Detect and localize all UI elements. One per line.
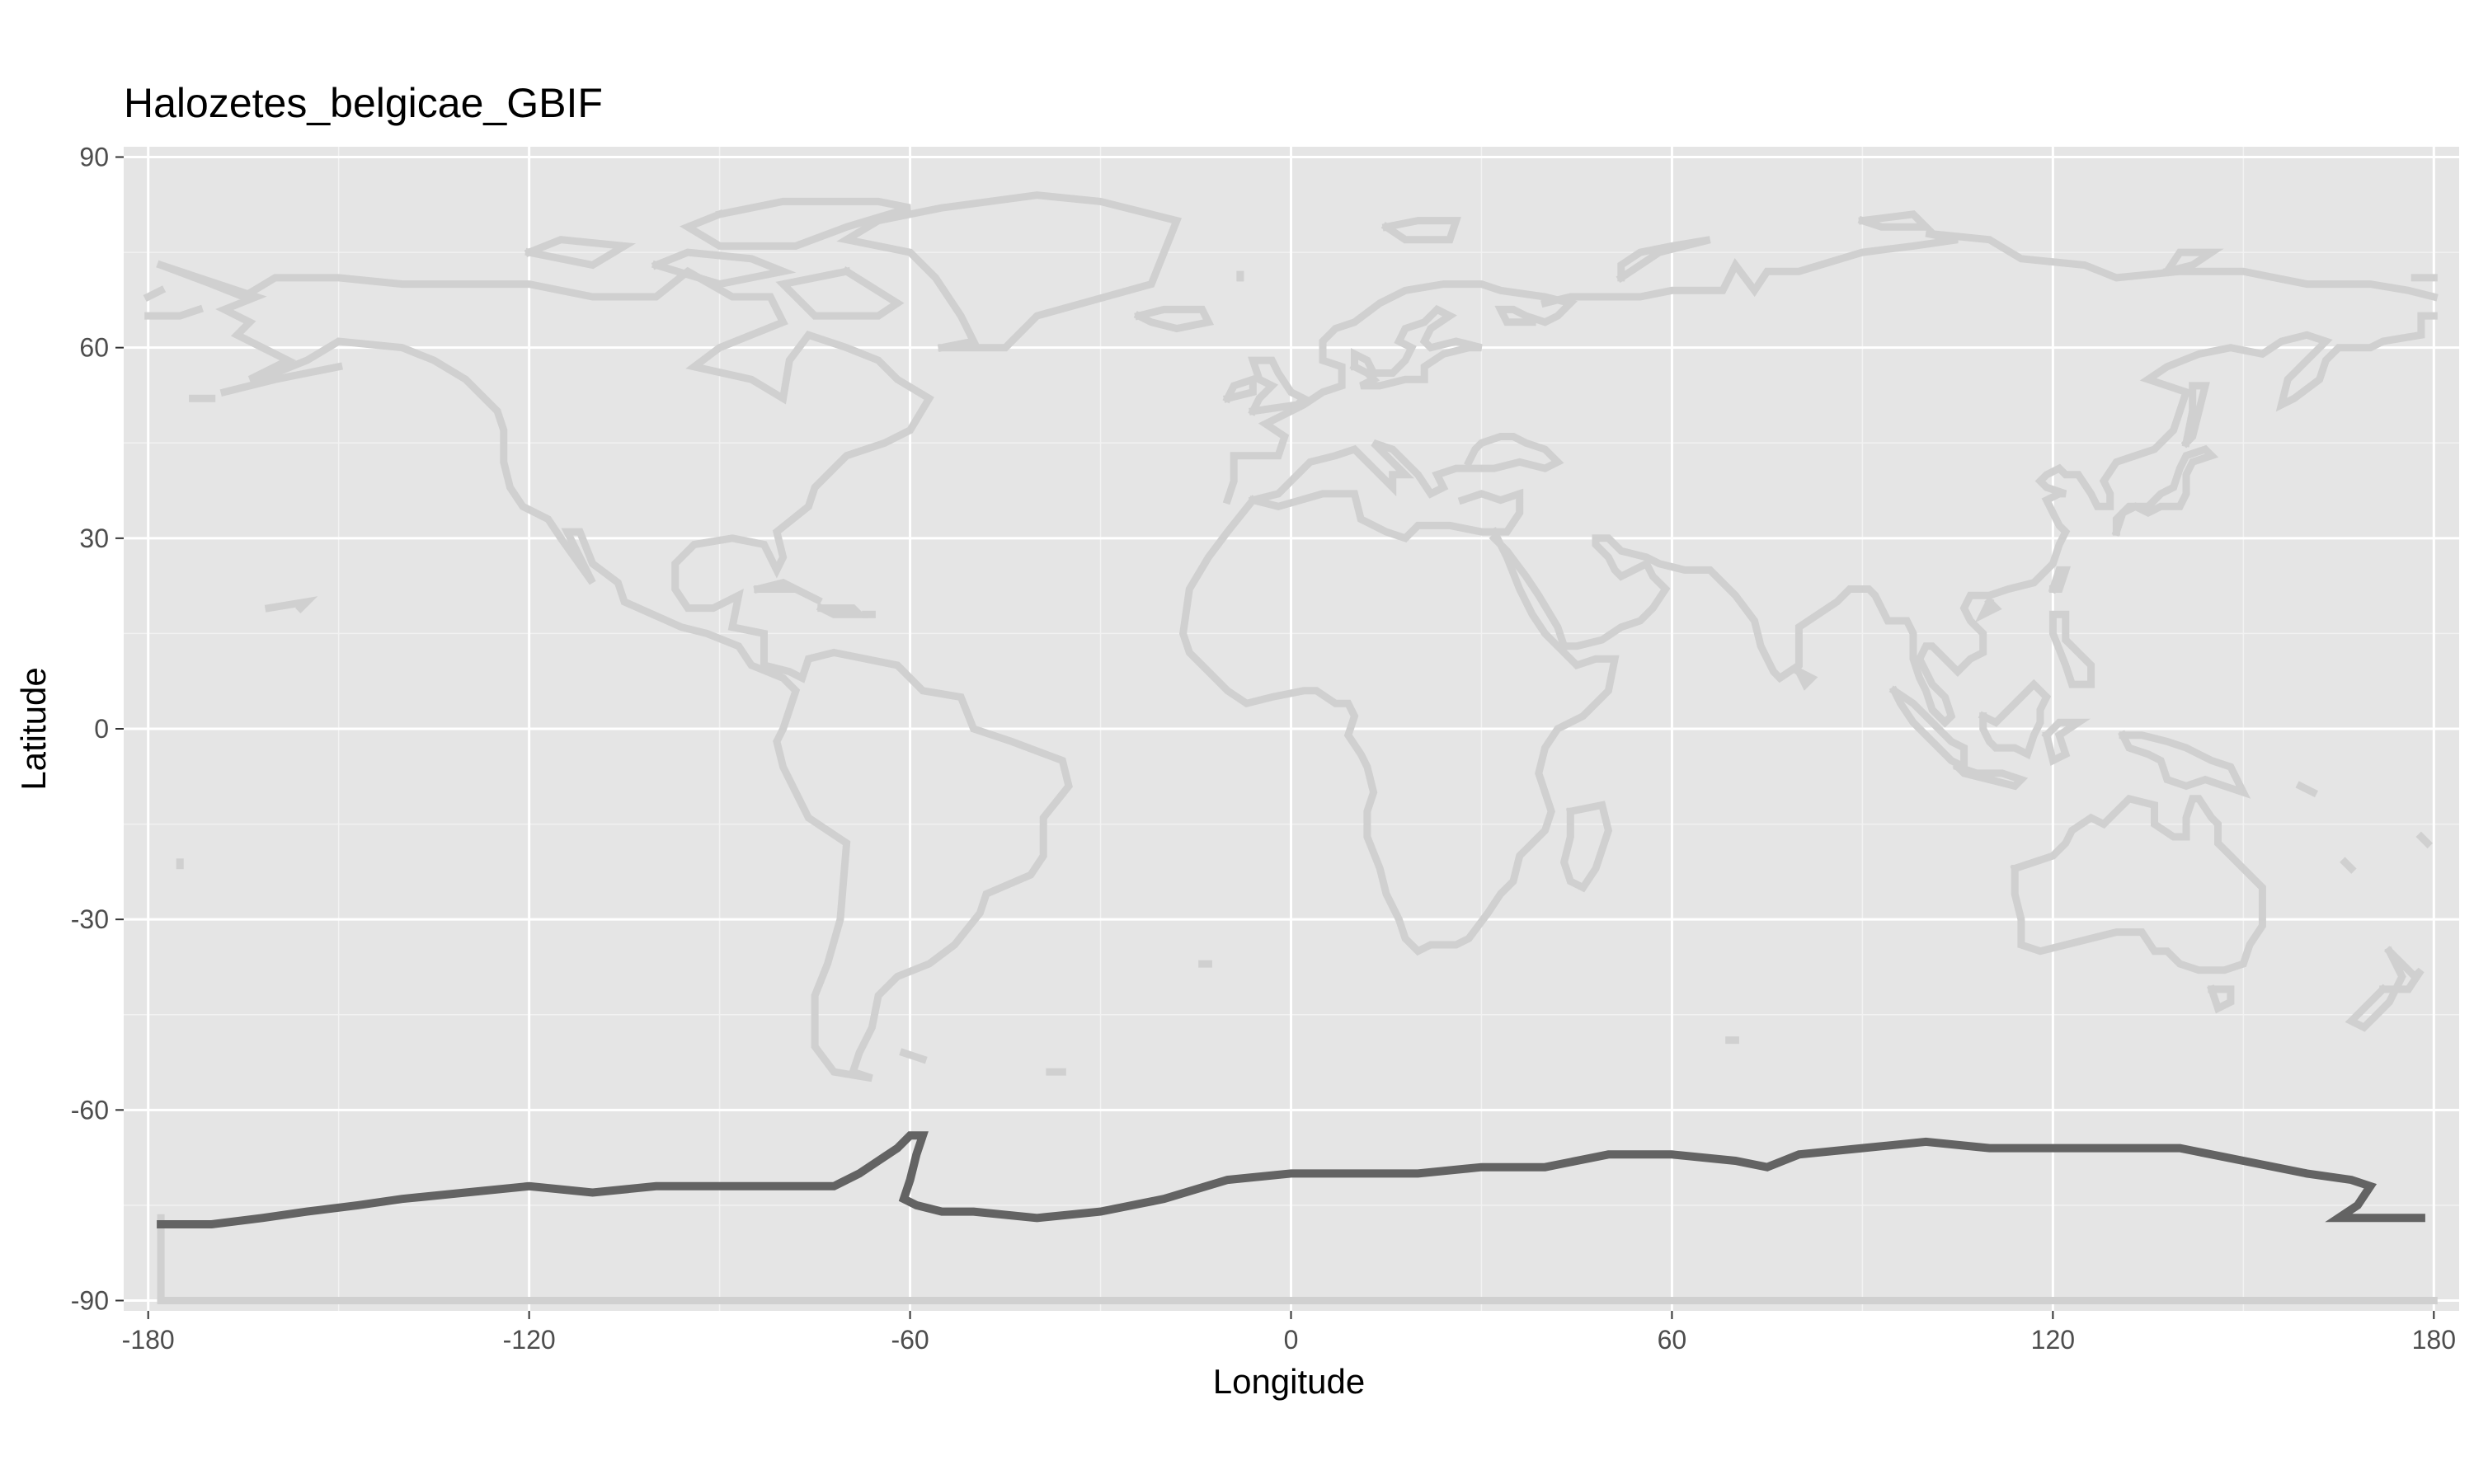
x-tick-label: 0	[1284, 1325, 1299, 1355]
coastline-path	[1248, 488, 1524, 542]
coastline-path	[1952, 761, 2029, 791]
coastline-path	[899, 1048, 928, 1064]
x-tick-label: 120	[2031, 1325, 2075, 1355]
y-tick-label: 0	[94, 714, 109, 744]
coastline-path	[143, 285, 167, 303]
coastline-path	[2048, 566, 2072, 594]
coastline-path	[2180, 382, 2210, 448]
x-axis-title: Longitude	[1213, 1362, 1366, 1401]
antarctic-coastline-layer	[157, 1131, 2425, 1228]
chart-title: Halozetes_belgicae_GBIF	[124, 80, 603, 126]
coastline-path	[2384, 946, 2425, 993]
coastline-path	[264, 596, 318, 613]
x-axis: -180 -120 -60 0 60 120 180	[122, 1311, 2456, 1355]
coastline-path	[2010, 794, 2266, 974]
coastline-path	[156, 260, 1073, 1082]
coastline-path	[1540, 229, 2439, 308]
world-coastline-layer	[143, 191, 2439, 1304]
x-tick-label: -180	[122, 1325, 175, 1355]
coastline-path	[1559, 801, 1613, 893]
x-tick-label: 180	[2412, 1325, 2456, 1355]
coastline-path	[2345, 984, 2402, 1032]
coastline-path	[1178, 495, 1620, 956]
coastline-path	[2118, 730, 2251, 799]
coastline-path	[1857, 210, 1935, 231]
coastline-path	[1380, 217, 1461, 244]
coastline-path	[2340, 857, 2357, 874]
coastline-path	[2111, 444, 2219, 537]
coastline-path	[524, 236, 637, 270]
coastline-path	[2041, 718, 2091, 767]
map-layers	[143, 191, 2439, 1304]
x-tick-label: -60	[891, 1325, 929, 1355]
x-tick-label: -120	[503, 1325, 556, 1355]
coastline-path	[1248, 433, 1564, 505]
coastline-path	[2295, 781, 2319, 798]
y-tick-label: 30	[79, 524, 109, 553]
coastline-path	[1794, 666, 1818, 691]
y-axis-title: Latitude	[14, 667, 53, 790]
coastline-path	[1978, 679, 2052, 760]
coastline-path	[219, 362, 343, 397]
x-tick-label: 60	[1658, 1325, 1687, 1355]
coastline-path	[2415, 831, 2433, 849]
y-axis: 90 60 30 0 -30 -60 -90	[71, 143, 124, 1316]
coastline-path	[1222, 373, 1257, 404]
coastline-path	[1974, 596, 2002, 623]
y-tick-label: -30	[71, 904, 109, 934]
coastline-path	[836, 191, 1182, 352]
coastline-path	[753, 579, 823, 605]
y-tick-label: -60	[71, 1095, 109, 1125]
coastline-path	[2161, 248, 2224, 277]
coastline-path	[2048, 610, 2095, 688]
coastline-path	[1349, 304, 1483, 390]
coastline-path	[1489, 312, 2438, 728]
coastline-path	[680, 197, 911, 250]
antarctic-coastline-path	[157, 1131, 2425, 1228]
y-tick-label: 90	[79, 143, 109, 172]
coastline-path	[1248, 356, 1310, 416]
coastline-path	[775, 265, 905, 320]
coastline-path	[651, 248, 797, 289]
coastline-path	[816, 603, 868, 618]
coastline-path	[1616, 236, 1711, 284]
y-tick-label: -90	[71, 1286, 109, 1316]
coastline-path	[144, 304, 204, 320]
coastline-path	[2207, 984, 2235, 1014]
coastline-path	[1222, 280, 1578, 505]
coastline-path	[1133, 305, 1215, 333]
y-tick-label: 60	[79, 333, 109, 363]
